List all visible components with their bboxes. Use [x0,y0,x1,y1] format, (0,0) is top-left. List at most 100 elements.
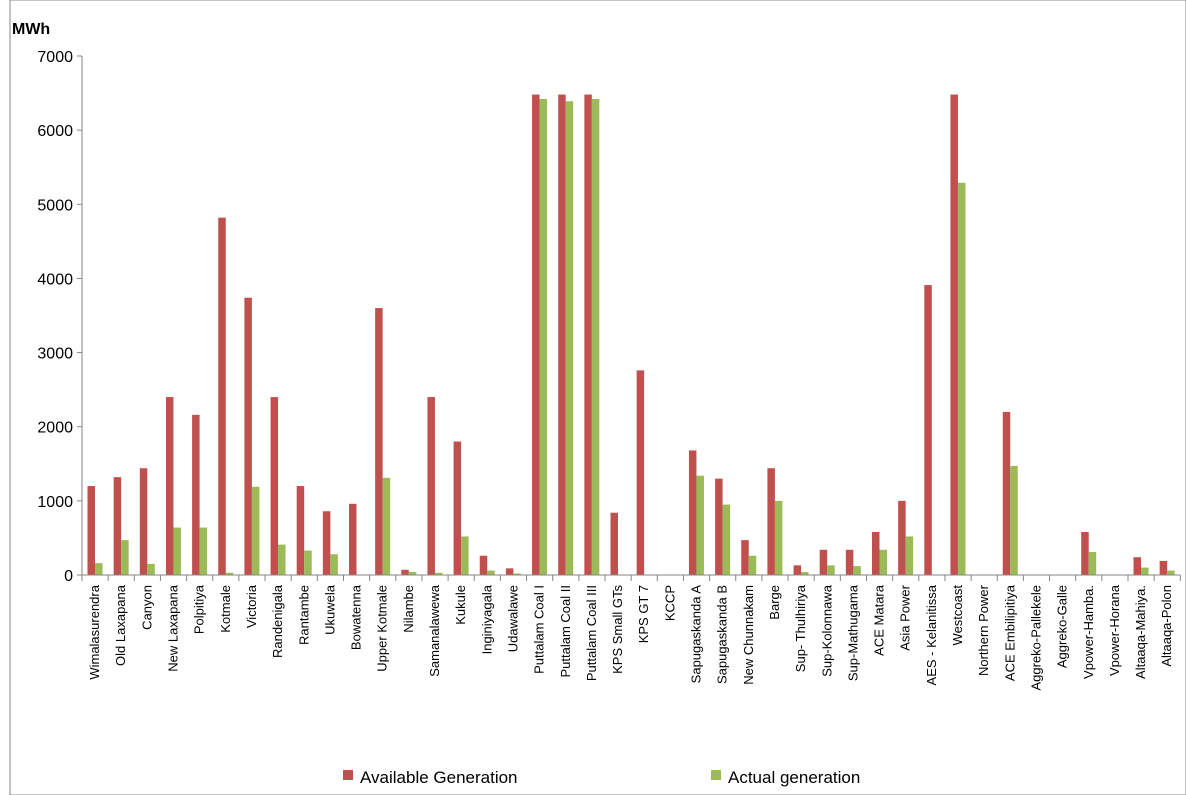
available-generation-bar [479,555,488,575]
x-category-label: Rantambe [296,585,311,645]
available-generation-bar [113,477,122,575]
x-category-label: New Laxapana [166,584,181,671]
actual-generation-bar [539,99,548,575]
y-tick-label: 1000 [37,494,73,511]
x-category-label: Vpower-Horana [1107,584,1122,676]
x-category-label: Sup-Mathugama [845,584,860,681]
available-generation-bar [898,500,906,575]
x-category-label: Sapugaskanda B [715,585,730,684]
actual-generation-bar [199,527,208,575]
actual-generation-bar [278,544,286,575]
actual-generation-bar [513,573,521,575]
y-tick-label: 5000 [37,197,73,214]
x-category-label: Wimalasurendra [87,584,102,679]
x-category-label: Bowatenna [349,584,364,650]
actual-generation-bar [121,540,129,575]
y-tick-label: 3000 [37,346,73,363]
available-generation-bar [1133,557,1141,575]
actual-generation-bar [853,566,861,575]
x-category-label: Aggreko-Pallekele [1028,585,1043,691]
actual-generation-bar [95,563,103,575]
x-category-label: KCCP [662,585,677,621]
actual-generation-bar [1010,466,1018,575]
actual-generation-bar [905,536,914,575]
actual-generation-bar [591,99,600,575]
actual-generation-bar [696,475,704,575]
available-generation-bar [924,285,932,575]
x-category-label: Sapugaskanda A [689,585,704,684]
actual-generation-bar [827,565,835,575]
x-category-label: Inginiyagala [479,584,494,654]
available-generation-bar [950,94,958,576]
legend-actual-generation: Actual generation [711,768,860,787]
x-category-label: Polpitiya [192,584,207,634]
x-category-label: AES - Kelanitissa [924,584,939,685]
available-generation-bar [218,217,226,575]
available-generation-bar [532,94,540,576]
available-generation-bar [715,478,723,575]
available-generation-bar [1002,411,1011,575]
actual-generation-bar [1167,570,1175,575]
x-category-label: Old Laxapana [113,584,128,666]
x-category-label: Altaaqa-Mahiya. [1133,585,1148,679]
legend-label: Actual generation [728,768,860,787]
available-generation-bar [453,441,462,575]
available-generation-bar [270,397,279,575]
actual-generation-bar [748,555,757,575]
x-category-label: Aggreko-Galle [1055,585,1070,668]
x-category-label: Puttalam Coal III [584,585,599,681]
legend-label: Available Generation [360,768,518,787]
actual-generation-bar [382,477,391,575]
available-generation-bar [322,511,331,575]
x-category-label: Kotmale [218,585,233,633]
x-category-label: Westcoast [950,585,965,646]
x-category-label: Ukuwela [322,584,337,635]
x-category-label: Asia Power [898,584,913,650]
available-generation-bar [688,450,697,575]
x-axis-categories: Wimalasurendra Old Laxapana Canyon New Laxa… [81,575,1181,691]
legend-available-generation: Available Generation [343,768,518,787]
actual-generation-bar [304,550,312,575]
x-category-label: Sup-Kolonnawa [819,584,834,677]
available-generation-bar [165,397,174,575]
actual-generation-bar [408,572,417,575]
y-tick-label: 6000 [37,123,73,140]
x-category-label: Barge [767,585,782,620]
available-generation-bar [139,468,148,575]
available-generation-bar [349,503,357,575]
x-category-label: New Chunnakam [741,585,756,685]
available-generation-bar [819,549,828,575]
x-category-label: Nilambe [401,585,416,633]
actual-generation-bar [774,500,783,575]
x-category-label: Canyon [139,585,154,630]
actual-generation-bar [1141,567,1149,575]
actual-generation-bar [957,182,966,575]
x-category-label: ACE Matara [872,584,887,656]
x-category-label: Vpower-Hamba. [1081,585,1096,679]
x-category-label: Sup- Thulhiriya [793,584,808,672]
x-category-label: Samanalawewa [427,584,442,677]
available-generation-bar [244,297,252,575]
actual-generation-bar [1088,552,1097,575]
available-generation-bar [741,540,749,575]
y-tick-label: 4000 [37,271,73,288]
actual-generation-bar [225,572,234,575]
x-category-label: Altaaqa-Polon [1159,585,1174,667]
x-category-label: Puttalam Coal I [532,585,547,674]
x-category-label: Udawalawe [505,585,520,652]
available-generation-bar [767,468,775,575]
y-tick-label: 2000 [37,420,73,437]
available-generation-bar [610,512,618,575]
actual-generation-bar [487,570,495,575]
available-generation-bar [1081,532,1089,575]
available-generation-bar [505,568,514,575]
x-category-label: Kukule [453,585,468,625]
available-generation-bar [192,414,200,575]
available-generation-bar [636,370,645,575]
actual-generation-bar [434,572,443,575]
actual-generation-bar [565,101,574,575]
available-generation-bar [87,486,95,575]
actual-generation-bar [461,536,469,575]
legend-swatch [711,770,721,780]
